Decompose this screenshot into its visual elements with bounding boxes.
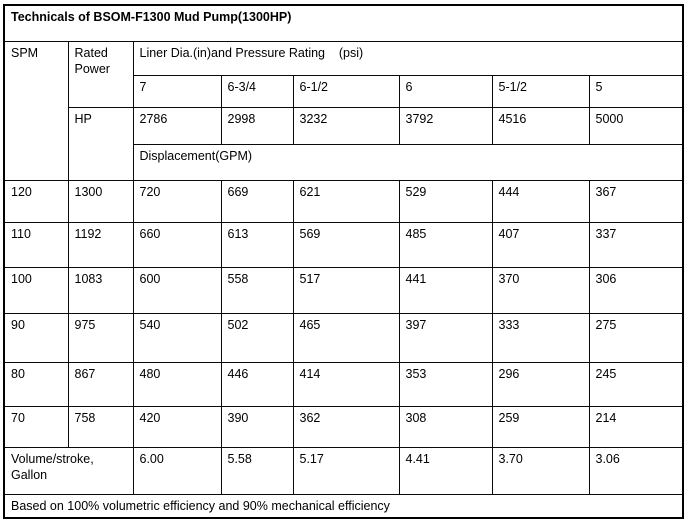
displacement-value-cell: 259 — [491, 405, 590, 448]
displacement-value-cell: 353 — [398, 361, 493, 407]
volume-value-cell: 3.06 — [588, 446, 684, 495]
rated-power-header: Rated Power — [67, 40, 134, 108]
hp-column-header: HP — [67, 106, 134, 181]
pressure-rating-cell: 3232 — [292, 106, 400, 145]
spm-value-cell: 80 — [3, 361, 69, 407]
displacement-value-cell: 485 — [398, 221, 493, 268]
volume-value-cell: 5.17 — [292, 446, 400, 495]
displacement-value-cell: 569 — [292, 221, 400, 268]
spm-value-cell: 90 — [3, 312, 69, 363]
displacement-value-cell: 446 — [220, 361, 294, 407]
volume-value-cell: 5.58 — [220, 446, 294, 495]
displacement-value-cell: 390 — [220, 405, 294, 448]
displacement-value-cell: 529 — [398, 179, 493, 223]
displacement-value-cell: 245 — [588, 361, 684, 407]
mud-pump-spec-table: Technicals of BSOM-F1300 Mud Pump(1300HP… — [3, 4, 684, 520]
pressure-rating-cell: 4516 — [491, 106, 590, 145]
displacement-value-cell: 306 — [588, 266, 684, 314]
displacement-value-cell: 337 — [588, 221, 684, 268]
displacement-value-cell: 444 — [491, 179, 590, 223]
liner-pressure-header: Liner Dia.(in)and Pressure Rating (psi) — [132, 40, 684, 76]
displacement-value-cell: 397 — [398, 312, 493, 363]
displacement-value-cell: 720 — [132, 179, 222, 223]
displacement-value-cell: 275 — [588, 312, 684, 363]
spm-value-cell: 110 — [3, 221, 69, 268]
liner-size-cell: 5 — [588, 74, 684, 108]
displacement-value-cell: 407 — [491, 221, 590, 268]
hp-value-cell: 867 — [67, 361, 134, 407]
displacement-value-cell: 441 — [398, 266, 493, 314]
displacement-value-cell: 308 — [398, 405, 493, 448]
displacement-value-cell: 600 — [132, 266, 222, 314]
displacement-value-cell: 621 — [292, 179, 400, 223]
footer-note: Based on 100% volumetric efficiency and … — [3, 493, 684, 519]
table-row: 120 1300 720 669 621 529 444 367 — [3, 179, 684, 223]
table-row: 70 758 420 390 362 308 259 214 — [3, 405, 684, 448]
displacement-value-cell: 480 — [132, 361, 222, 407]
displacement-value-cell: 558 — [220, 266, 294, 314]
table-row: 80 867 480 446 414 353 296 245 — [3, 361, 684, 407]
volume-value-cell: 6.00 — [132, 446, 222, 495]
pressure-rating-cell: 5000 — [588, 106, 684, 145]
hp-value-cell: 758 — [67, 405, 134, 448]
displacement-value-cell: 669 — [220, 179, 294, 223]
volume-value-cell: 3.70 — [491, 446, 590, 495]
displacement-value-cell: 362 — [292, 405, 400, 448]
displacement-value-cell: 502 — [220, 312, 294, 363]
table-row: 100 1083 600 558 517 441 370 306 — [3, 266, 684, 314]
displacement-value-cell: 333 — [491, 312, 590, 363]
displacement-value-cell: 214 — [588, 405, 684, 448]
volume-value-cell: 4.41 — [398, 446, 493, 495]
displacement-value-cell: 370 — [491, 266, 590, 314]
liner-size-cell: 6-1/2 — [292, 74, 400, 108]
table-row: 90 975 540 502 465 397 333 275 — [3, 312, 684, 363]
displacement-value-cell: 613 — [220, 221, 294, 268]
volume-stroke-label: Volume/stroke, Gallon — [3, 446, 134, 495]
spm-column-header: SPM — [3, 40, 69, 181]
table-row: Volume/stroke, Gallon 6.00 5.58 5.17 4.4… — [3, 446, 684, 495]
pressure-rating-cell: 3792 — [398, 106, 493, 145]
hp-value-cell: 1300 — [67, 179, 134, 223]
displacement-value-cell: 540 — [132, 312, 222, 363]
displacement-value-cell: 420 — [132, 405, 222, 448]
pressure-rating-cell: 2998 — [220, 106, 294, 145]
liner-size-cell: 6-3/4 — [220, 74, 294, 108]
liner-size-cell: 6 — [398, 74, 493, 108]
liner-size-cell: 7 — [132, 74, 222, 108]
hp-value-cell: 1083 — [67, 266, 134, 314]
displacement-value-cell: 517 — [292, 266, 400, 314]
displacement-value-cell: 465 — [292, 312, 400, 363]
hp-value-cell: 1192 — [67, 221, 134, 268]
displacement-header: Displacement(GPM) — [132, 143, 684, 181]
displacement-value-cell: 414 — [292, 361, 400, 407]
displacement-value-cell: 660 — [132, 221, 222, 268]
displacement-value-cell: 367 — [588, 179, 684, 223]
displacement-value-cell: 296 — [491, 361, 590, 407]
spm-value-cell: 120 — [3, 179, 69, 223]
liner-size-cell: 5-1/2 — [491, 74, 590, 108]
hp-value-cell: 975 — [67, 312, 134, 363]
spm-value-cell: 100 — [3, 266, 69, 314]
spm-value-cell: 70 — [3, 405, 69, 448]
table-row: 110 1192 660 613 569 485 407 337 — [3, 221, 684, 268]
table-title: Technicals of BSOM-F1300 Mud Pump(1300HP… — [3, 4, 684, 42]
pressure-rating-cell: 2786 — [132, 106, 222, 145]
